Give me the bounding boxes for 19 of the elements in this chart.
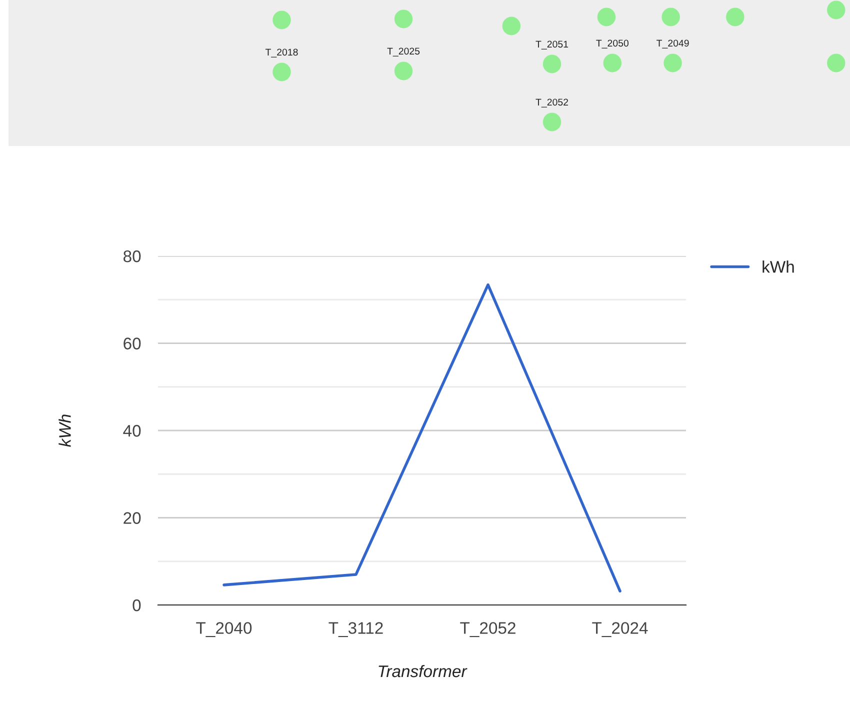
text: T_2051 (536, 40, 568, 50)
x-tick-label: T_2052 (460, 622, 516, 638)
line-series (222, 283, 622, 592)
text: T_2018 (265, 48, 298, 58)
text: T_2050 (596, 40, 629, 48)
x-tick-label: T_2024 (592, 622, 648, 638)
y-tick-label: 0 (132, 599, 141, 612)
y-tick-label: 80 (124, 250, 141, 262)
text: T_2052 (536, 98, 568, 108)
text: T_2049 (656, 40, 689, 48)
y-tick-label: 60 (124, 338, 141, 350)
x-axis-title: Transformer (378, 664, 468, 678)
y-axis-title: kWh (58, 414, 71, 447)
y-tick-label: 40 (123, 424, 141, 437)
legend-label: kWh (762, 260, 794, 273)
text: T_2025 (387, 48, 420, 56)
y-tick-label: 20 (124, 512, 141, 524)
x-tick-label: T_3112 (328, 622, 383, 638)
x-tick-label: T_2040 (196, 622, 252, 638)
